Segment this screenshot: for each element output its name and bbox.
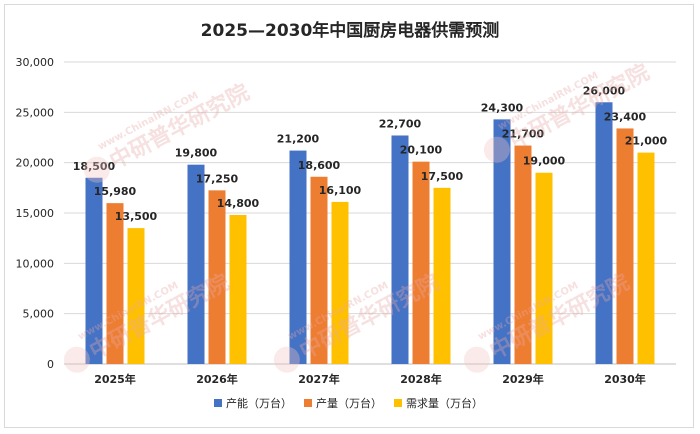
y-tick-label: 5,000 — [23, 308, 55, 321]
y-axis-ticks: 0 5,000 10,000 15,000 20,000 25,000 30,000 — [16, 56, 55, 371]
watermark-logo-icon — [63, 346, 90, 373]
y-tick-label: 0 — [47, 358, 54, 371]
y-tick-label: 30,000 — [16, 56, 55, 69]
x-tick-label: 2030年 — [604, 372, 646, 386]
bar — [514, 145, 532, 364]
bar — [85, 177, 103, 364]
data-label: 14,800 — [217, 197, 260, 210]
y-tick-label: 10,000 — [16, 257, 55, 270]
bar — [391, 135, 409, 364]
legend-swatch — [394, 399, 402, 407]
y-tick-label: 20,000 — [16, 157, 55, 170]
bar — [433, 187, 451, 364]
y-tick-label: 25,000 — [16, 106, 55, 119]
bar — [616, 128, 634, 364]
bars — [85, 102, 655, 365]
bar — [310, 176, 328, 364]
data-label: 21,000 — [625, 135, 668, 148]
legend: 产能（万台） 产量（万台） 需求量（万台） — [214, 396, 483, 410]
data-label: 15,980 — [94, 185, 137, 198]
x-tick-label: 2028年 — [400, 372, 442, 386]
data-label: 19,800 — [175, 147, 218, 160]
data-label: 17,500 — [421, 170, 464, 183]
data-label: 21,700 — [502, 128, 545, 141]
legend-swatch — [304, 399, 312, 407]
bar — [493, 119, 511, 364]
watermark-logo-icon — [483, 136, 510, 163]
data-labels: 18,500 15,980 13,500 19,800 17,250 14,800 21,2… — [73, 84, 668, 223]
chart-title: 2025—2030年中国厨房电器供需预测 — [201, 20, 500, 41]
data-label: 21,200 — [277, 133, 320, 146]
y-tick-label: 15,000 — [16, 207, 55, 220]
bar — [331, 201, 349, 364]
data-label: 17,250 — [196, 172, 239, 185]
x-tick-label: 2027年 — [298, 372, 340, 386]
bar — [127, 228, 145, 364]
data-label: 26,000 — [583, 84, 626, 97]
legend-label: 产量（万台） — [316, 396, 382, 410]
x-axis-ticks: 2025年 2026年 2027年 2028年 2029年 2030年 — [94, 372, 646, 386]
bar — [289, 150, 307, 364]
data-label: 13,500 — [115, 210, 158, 223]
data-label: 19,000 — [523, 155, 566, 168]
watermark-logo-icon — [83, 156, 110, 183]
watermark-logo-icon — [273, 346, 300, 373]
legend-label: 产能（万台） — [226, 396, 292, 410]
bar — [208, 190, 226, 364]
data-label: 20,100 — [400, 144, 443, 157]
legend-swatch — [214, 399, 222, 407]
data-label: 18,600 — [298, 159, 341, 172]
watermark-logo-icon — [463, 346, 490, 373]
grid-lines — [64, 61, 676, 365]
bar — [535, 172, 553, 364]
bar — [187, 164, 205, 364]
data-label: 23,400 — [604, 110, 647, 123]
bar — [595, 102, 613, 365]
x-tick-label: 2029年 — [502, 372, 544, 386]
bar — [106, 203, 124, 364]
data-label: 22,700 — [379, 117, 422, 130]
bar — [229, 215, 247, 364]
bar — [412, 161, 430, 364]
legend-label: 需求量（万台） — [406, 396, 483, 410]
bar — [637, 152, 655, 364]
data-label: 18,500 — [73, 160, 116, 173]
data-label: 16,100 — [319, 184, 362, 197]
x-tick-label: 2025年 — [94, 372, 136, 386]
data-label: 24,300 — [481, 101, 524, 114]
x-tick-label: 2026年 — [196, 372, 238, 386]
